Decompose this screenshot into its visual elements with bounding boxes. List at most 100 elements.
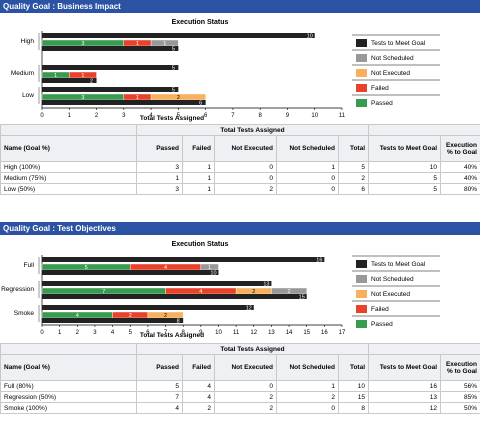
goal-bar[interactable] xyxy=(42,281,272,286)
cell-total: 2 xyxy=(338,172,369,184)
bar-value-label: 2 xyxy=(129,313,132,319)
col-not-executed[interactable]: Not Executed xyxy=(214,354,277,381)
bar-value-label: 1 xyxy=(136,41,139,47)
x-tick-label: 8 xyxy=(182,330,186,336)
goal-bar[interactable] xyxy=(42,305,254,310)
total-bar[interactable] xyxy=(42,318,184,323)
table-row[interactable]: Smoke (100%) 4 2 2 0 8 12 50% xyxy=(0,402,480,414)
cell-passed: 1 xyxy=(136,172,183,184)
legend-label: Failed xyxy=(371,85,389,92)
cell-name: Full (80%) xyxy=(0,380,137,392)
bar-value-label: 2 xyxy=(252,289,255,295)
col-total[interactable]: Total xyxy=(338,135,369,162)
table-row[interactable]: Full (80%) 5 4 0 1 10 16 56% xyxy=(0,380,480,392)
total-bar[interactable] xyxy=(42,294,307,299)
col-execution-pct[interactable]: Execution % to Goal xyxy=(440,135,480,162)
col-not-executed[interactable]: Not Executed xyxy=(214,135,277,162)
col-passed[interactable]: Passed xyxy=(136,354,183,381)
x-tick-label: 4 xyxy=(111,330,115,336)
goal-bar-label: 12 xyxy=(246,306,252,312)
legend-label: Not Executed xyxy=(371,291,410,298)
cell-not-executed: 2 xyxy=(214,402,277,414)
cell-not-scheduled: 0 xyxy=(276,183,339,195)
col-not-scheduled[interactable]: Not Scheduled xyxy=(276,135,339,162)
cell-passed: 4 xyxy=(136,402,183,414)
x-axis-label: Total Tests Assigned xyxy=(140,115,204,122)
cell-not-scheduled: 1 xyxy=(276,380,339,392)
col-failed[interactable]: Failed xyxy=(182,135,215,162)
legend-swatch xyxy=(356,275,367,283)
x-tick-label: 0 xyxy=(40,330,44,336)
chart-business-impact: Execution Status 0 1 2 3 4 5 6 7 8 9 10 11 Total Test… xyxy=(0,13,480,123)
cell-exec-pct: 40% xyxy=(440,172,480,184)
total-bar[interactable] xyxy=(42,270,219,275)
business-impact-table: Total Tests Assigned Name (Goal %) Passe… xyxy=(0,124,480,195)
table-row[interactable]: High (100%) 3 1 0 1 5 10 40% xyxy=(0,161,480,173)
category-label: Regression xyxy=(1,286,34,293)
goal-bar-label: 10 xyxy=(307,34,313,40)
cell-not-scheduled: 1 xyxy=(276,161,339,173)
x-tick-label: 9 xyxy=(199,330,203,336)
total-bar[interactable] xyxy=(42,78,97,83)
cell-exec-pct: 40% xyxy=(440,161,480,173)
cell-total: 15 xyxy=(338,391,369,403)
legend-label: Tests to Meet Goal xyxy=(371,261,426,268)
total-bar[interactable] xyxy=(42,100,206,105)
x-tick-label: 11 xyxy=(233,330,240,336)
x-tick-label: 2 xyxy=(76,330,80,336)
legend-label: Passed xyxy=(371,100,393,107)
x-tick-label: 16 xyxy=(321,330,328,336)
bar-value-label: 2 xyxy=(177,95,180,101)
table-row[interactable]: Medium (75%) 1 1 0 0 2 5 40% xyxy=(0,172,480,184)
total-bar-label: 8 xyxy=(177,319,180,325)
col-total[interactable]: Total xyxy=(338,354,369,381)
bar-value-label: 4 xyxy=(76,313,79,319)
cell-not-executed: 0 xyxy=(214,380,277,392)
col-not-scheduled[interactable]: Not Scheduled xyxy=(276,354,339,381)
legend-label: Failed xyxy=(371,306,389,313)
goal-bar-label: 16 xyxy=(316,258,322,264)
col-tests-to-meet-goal[interactable]: Tests to Meet Goal xyxy=(368,135,441,162)
category-label: Medium xyxy=(11,70,34,77)
legend-swatch xyxy=(356,39,367,47)
col-name[interactable]: Name (Goal %) xyxy=(0,354,137,381)
col-name[interactable]: Name (Goal %) xyxy=(0,135,137,162)
total-bar[interactable] xyxy=(42,46,179,51)
total-bar-label: 5 xyxy=(172,47,175,53)
col-execution-pct[interactable]: Execution % to Goal xyxy=(440,354,480,381)
cell-failed: 1 xyxy=(182,161,215,173)
cell-not-executed: 0 xyxy=(214,172,277,184)
goal-bar[interactable] xyxy=(42,257,325,262)
table-row[interactable]: Regression (50%) 7 4 2 2 15 13 85% xyxy=(0,391,480,403)
bar-value-label: 2 xyxy=(164,313,167,319)
cell-not-executed: 2 xyxy=(214,391,277,403)
total-bar-label: 2 xyxy=(90,79,93,85)
cell-total: 10 xyxy=(338,380,369,392)
table-row[interactable]: Low (50%) 3 1 2 0 6 5 80% xyxy=(0,183,480,195)
goal-bar[interactable] xyxy=(42,33,315,38)
x-tick-label: 3 xyxy=(93,330,97,336)
goal-bar[interactable] xyxy=(42,65,179,70)
legend-swatch xyxy=(356,260,367,268)
legend-label: Passed xyxy=(371,321,393,328)
legend-swatch xyxy=(356,290,367,298)
x-axis-label: Total Tests Assigned xyxy=(140,332,204,339)
col-failed[interactable]: Failed xyxy=(182,354,215,381)
x-tick-label: 7 xyxy=(231,113,235,119)
col-passed[interactable]: Passed xyxy=(136,135,183,162)
x-tick-label: 11 xyxy=(339,113,346,119)
x-tick-label: 14 xyxy=(286,330,293,336)
chart-title: Execution Status xyxy=(172,19,229,26)
panel-business-impact: Quality Goal : Business Impact xyxy=(0,0,480,13)
col-tests-to-meet-goal[interactable]: Tests to Meet Goal xyxy=(368,354,441,381)
cell-passed: 3 xyxy=(136,183,183,195)
cell-tests-to-meet: 5 xyxy=(368,172,441,184)
bar-value-label: 1 xyxy=(81,73,84,79)
goal-bar[interactable] xyxy=(42,87,179,92)
cell-total: 5 xyxy=(338,161,369,173)
legend-swatch xyxy=(356,320,367,328)
x-tick-label: 3 xyxy=(122,113,126,119)
legend-swatch xyxy=(356,305,367,313)
x-tick-label: 6 xyxy=(146,330,150,336)
bar-value-label: 3 xyxy=(81,95,84,101)
